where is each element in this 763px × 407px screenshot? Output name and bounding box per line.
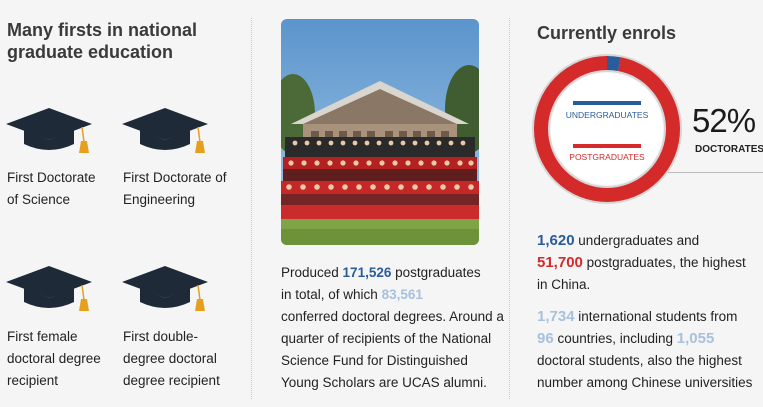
first-double-degree-label: First double- degree doctoral degree rec… <box>123 329 220 388</box>
produced-paragraph: Produced 171,526 postgraduates in total,… <box>281 265 504 390</box>
first-female-doctoral-label: First female doctoral degree recipient <box>7 329 101 388</box>
graduation-cap-icon <box>122 266 208 311</box>
doctoral-degrees-number: 83,561 <box>381 287 423 302</box>
enrols-title: Currently enrols <box>537 23 677 43</box>
undergrad-label: UNDERGRADUATES <box>566 110 649 120</box>
first-doctorate-science-label: First Doctorate of Science <box>7 170 96 207</box>
donut-inner <box>551 73 663 185</box>
enrolment-stats-paragraph: 1,620 undergraduates and 51,700 postgrad… <box>537 232 746 292</box>
undergraduates-number: 1,620 <box>537 232 575 249</box>
international-stats-paragraph: 1,734 international students from 96 cou… <box>537 308 753 390</box>
doctorates-label: DOCTORATES <box>695 144 763 155</box>
column-divider-left <box>251 18 252 399</box>
undergrad-bar <box>573 101 641 105</box>
column-divider-right <box>509 18 510 399</box>
international-doctoral-number: 1,055 <box>676 330 715 347</box>
doctorates-percent: 52% <box>692 102 756 139</box>
graduation-photo-illustration <box>281 19 479 245</box>
first-doctorate-engineering-label: First Doctorate of Engineering <box>123 170 227 207</box>
postgrad-bar <box>573 144 641 148</box>
undergrad-ring <box>534 56 680 202</box>
graduation-cap-icon <box>122 108 208 153</box>
international-students-number: 1,734 <box>537 308 575 325</box>
countries-number: 96 <box>537 330 554 347</box>
enrolment-donut: UNDERGRADUATES POSTGRADUATES <box>532 54 682 204</box>
firsts-title: Many firsts in national graduate educati… <box>7 20 198 62</box>
postgraduates-number: 51,700 <box>537 254 583 271</box>
postgraduates-total-number: 171,526 <box>342 265 392 280</box>
graduation-cap-icon <box>6 266 92 311</box>
graduation-group-photo <box>281 19 479 245</box>
donut-leader-line <box>668 172 763 173</box>
postgrad-label: POSTGRADUATES <box>569 152 645 162</box>
graduation-cap-icon <box>6 108 92 153</box>
